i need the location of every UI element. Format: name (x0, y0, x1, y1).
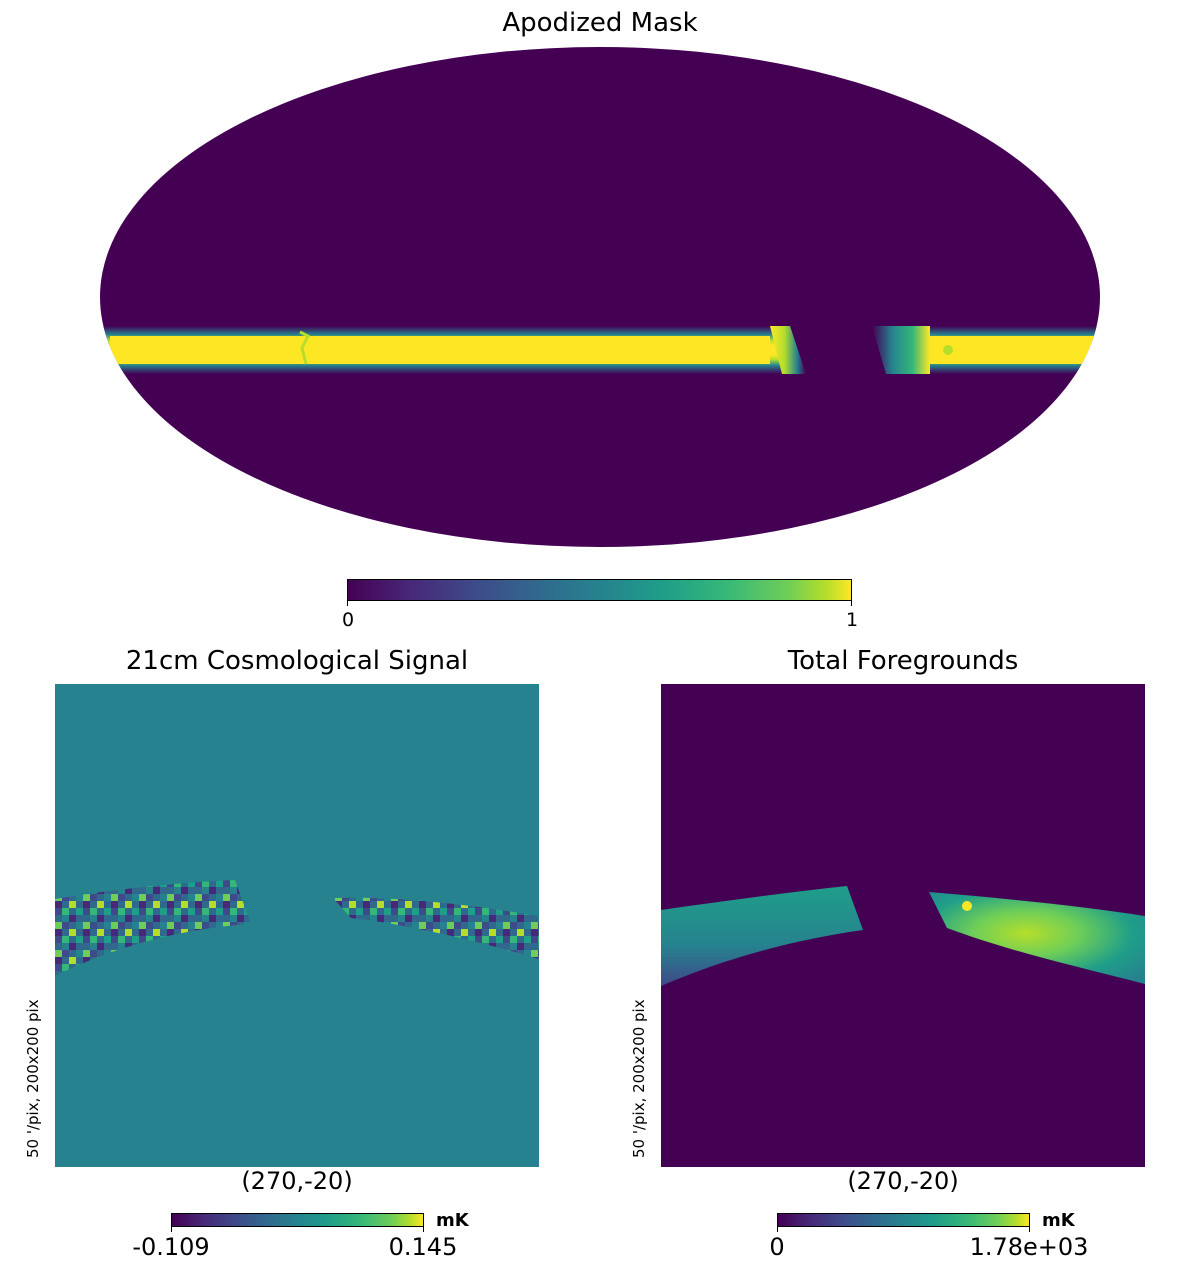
signal-side-label: 50 '/pix, 200x200 pix (24, 999, 42, 1158)
foreground-colorbar (777, 1213, 1030, 1227)
mask-colorbar (347, 579, 852, 601)
mask-title: Apodized Mask (502, 8, 698, 38)
signal-colorbar-max: 0.145 (388, 1233, 458, 1261)
foreground-hotspot (962, 901, 972, 911)
signal-colorbar-min: -0.109 (132, 1233, 210, 1261)
foreground-map (661, 684, 1145, 1167)
mask-band-seam (299, 330, 311, 365)
signal-map (55, 684, 539, 1167)
mask-band-right-edge (872, 326, 930, 374)
signal-title: 21cm Cosmological Signal (125, 646, 469, 676)
mask-band-left-edge (770, 326, 806, 374)
foreground-center-label: (270,-20) (847, 1167, 959, 1195)
mask-colorbar-max: 1 (845, 609, 859, 631)
signal-band-left (55, 880, 251, 976)
mask-map (100, 47, 1100, 547)
signal-center-label: (270,-20) (241, 1167, 353, 1195)
foreground-colorbar-min: 0 (769, 1233, 785, 1261)
signal-colorbar-unit: mK (436, 1210, 469, 1231)
signal-colorbar (171, 1213, 424, 1227)
foreground-colorbar-unit: mK (1042, 1210, 1075, 1231)
foreground-band-right (929, 892, 1145, 984)
foreground-side-label: 50 '/pix, 200x200 pix (630, 999, 648, 1158)
foreground-colorbar-max: 1.78e+03 (969, 1233, 1089, 1261)
foreground-title: Total Foregrounds (787, 646, 1019, 676)
signal-band-right (333, 897, 539, 959)
foreground-band-left (661, 886, 863, 986)
mask-sky-ellipse (100, 47, 1100, 547)
mask-colorbar-min: 0 (341, 609, 355, 631)
